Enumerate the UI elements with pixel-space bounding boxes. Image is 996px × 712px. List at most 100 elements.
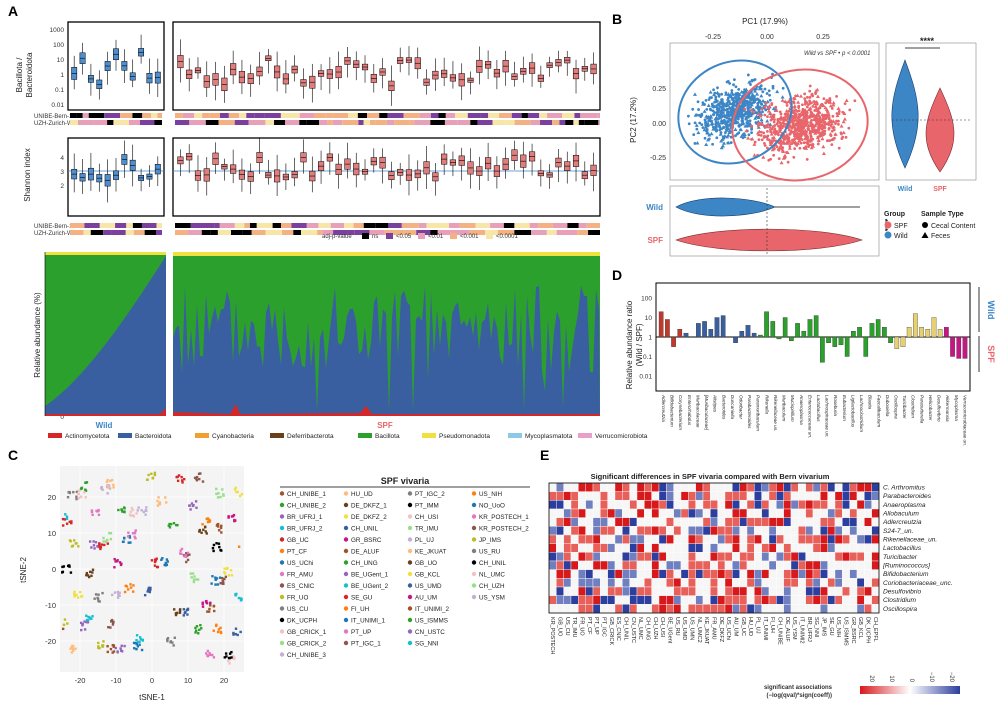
b-point-wild [759, 93, 764, 98]
e-cell [754, 569, 762, 579]
b-point-spf [811, 123, 815, 127]
b-point-wild [727, 98, 732, 103]
c-point [168, 523, 171, 526]
e-cell [563, 552, 572, 562]
e-cell [864, 578, 872, 588]
b-point-wild [722, 137, 726, 140]
b-point-spf [779, 112, 783, 116]
e-cell [548, 560, 557, 570]
e-cell [864, 482, 872, 492]
e-cell [563, 578, 572, 588]
e-cell [768, 552, 777, 562]
b-point-spf [771, 125, 775, 129]
b-point-spf [784, 132, 789, 137]
c-point [94, 541, 98, 544]
b-point-wild [728, 119, 732, 122]
c-point [77, 492, 81, 496]
b-point-wild [740, 117, 744, 121]
e-col-label: US_YSM [791, 617, 797, 640]
c-point [185, 560, 188, 564]
b-point-spf [805, 157, 809, 161]
e-cell [812, 526, 821, 536]
b-point-spf [848, 108, 852, 112]
b-point-spf [820, 102, 824, 106]
b-point-wild [714, 97, 718, 101]
c-point [190, 502, 194, 505]
b-pca-scatter [686, 72, 857, 165]
c-point [198, 477, 201, 481]
b-point-spf [767, 104, 772, 108]
e-cell [805, 569, 814, 579]
b-legend-spf: SPF [894, 223, 908, 230]
e-cell [790, 543, 799, 553]
b-point-spf [762, 131, 766, 135]
a-mid-ticks: 432 [60, 155, 64, 190]
b-point-spf [799, 141, 803, 145]
e-cell [585, 500, 594, 510]
c-legend-label: GB_UO [415, 560, 437, 567]
c-point [232, 631, 235, 635]
a-pvalue-swatch-1 [386, 233, 393, 239]
e-cell [578, 560, 586, 570]
a-mid-tick-label: 4 [60, 155, 64, 162]
c-point [208, 519, 212, 523]
e-cell [644, 508, 652, 518]
a-strip-cell [327, 120, 333, 125]
b-point-spf [756, 111, 761, 116]
b-point-wild [750, 112, 754, 116]
c-legend-marker [343, 537, 349, 542]
b-x-tick-2: 0.25 [816, 34, 830, 41]
b-point-spf [805, 130, 808, 134]
b-point-wild [743, 88, 746, 92]
c-point [228, 662, 231, 665]
e-cell [724, 482, 733, 492]
b-point-wild [693, 113, 698, 117]
e-cell [820, 482, 828, 492]
b-point-spf [814, 106, 819, 111]
e-cell [871, 491, 880, 501]
e-cell [644, 534, 652, 544]
c-legend-label: NO_UoO [479, 503, 505, 510]
c-x-tick: 20 [220, 676, 228, 685]
b-point-spf [761, 155, 766, 159]
e-cell [622, 517, 630, 527]
c-point [69, 571, 73, 574]
b-point-wild [759, 117, 764, 122]
d-category-label: Verrucomicrobiaceae un. [962, 395, 967, 446]
c-legend-label: CN_USTC [415, 629, 445, 636]
c-legend-marker [279, 491, 285, 496]
c-point [161, 557, 164, 560]
c-point [113, 566, 116, 569]
e-cell [688, 595, 696, 605]
e-cell [805, 482, 814, 492]
e-cell [754, 534, 762, 544]
a-strip-cell [70, 230, 84, 235]
b-point-spf [821, 116, 825, 120]
c-point [234, 594, 237, 597]
a-strip-cell [93, 120, 108, 125]
c-legend-marker [471, 583, 477, 588]
b-point-spf [824, 107, 829, 111]
e-cell [746, 586, 755, 596]
c-point [116, 590, 120, 594]
e-cell [754, 491, 762, 501]
e-cell [578, 595, 586, 605]
panel-label-a: A [8, 3, 18, 19]
e-cell [636, 543, 645, 553]
a-strip-cell [291, 113, 300, 118]
c-point [208, 607, 211, 611]
e-cell [607, 578, 616, 588]
c-point [147, 587, 150, 591]
e-cell [783, 604, 792, 614]
e-cell [614, 586, 623, 596]
a-top-ylabel-1: Bacillota / [15, 57, 24, 92]
c-point [111, 643, 115, 647]
a-strip-cell [470, 120, 478, 125]
d-tick-label: 100 [641, 296, 652, 303]
a-strip-cell [445, 113, 456, 118]
c-point [166, 560, 169, 563]
b-point-wild [750, 131, 753, 135]
b-point-wild [731, 98, 735, 102]
c-point [77, 596, 80, 599]
e-cell [790, 560, 799, 570]
